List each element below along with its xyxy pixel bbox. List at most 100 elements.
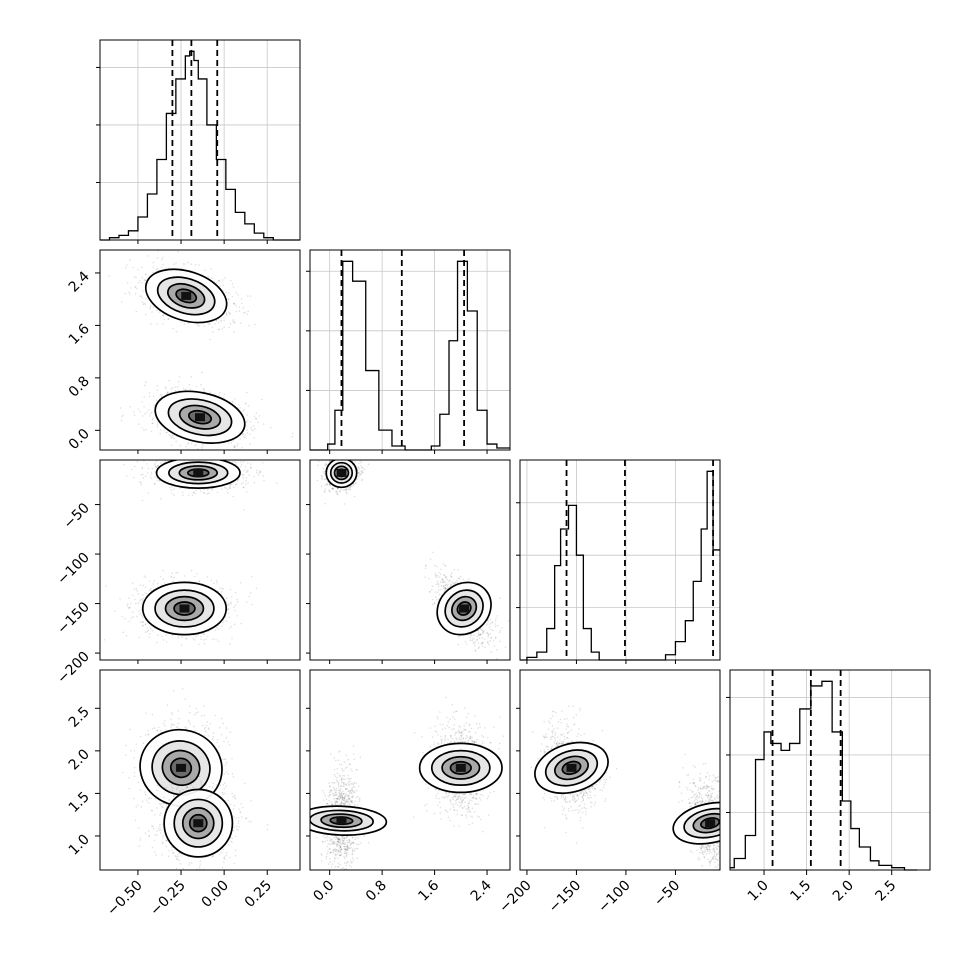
scatter-point bbox=[225, 314, 228, 317]
scatter-point bbox=[449, 583, 452, 585]
scatter-point bbox=[156, 421, 159, 424]
scatter-point bbox=[139, 481, 141, 483]
scatter-point bbox=[244, 465, 247, 468]
scatter-point bbox=[147, 492, 150, 494]
scatter-point bbox=[246, 313, 249, 316]
scatter-point bbox=[244, 434, 247, 436]
scatter-point bbox=[239, 407, 241, 409]
scatter-point bbox=[128, 606, 130, 609]
histogram-panel-p2 bbox=[516, 459, 721, 661]
scatter-point bbox=[207, 630, 210, 633]
scatter-point bbox=[192, 491, 195, 494]
scatter-point bbox=[207, 635, 209, 638]
scatter-point bbox=[194, 492, 196, 495]
scatter-point bbox=[223, 393, 225, 396]
scatter-point bbox=[187, 322, 190, 325]
scatter-point bbox=[155, 268, 157, 271]
scatter-point bbox=[259, 471, 262, 473]
scatter-point bbox=[144, 623, 147, 625]
scatter-point bbox=[205, 638, 207, 640]
scatter-point bbox=[141, 401, 143, 403]
joint-contents bbox=[103, 452, 278, 647]
scatter-point bbox=[140, 483, 143, 486]
scatter-point bbox=[317, 460, 320, 463]
scatter-point bbox=[325, 464, 328, 466]
scatter-point bbox=[156, 267, 159, 270]
scatter-point bbox=[195, 451, 197, 453]
scatter-point bbox=[257, 421, 259, 424]
scatter-point bbox=[211, 487, 214, 490]
scatter-point bbox=[240, 297, 243, 300]
scatter-point bbox=[170, 575, 172, 578]
scatter-point bbox=[354, 483, 357, 485]
scatter-point bbox=[184, 389, 187, 391]
scatter-point bbox=[340, 457, 342, 459]
scatter-point bbox=[245, 490, 248, 493]
scatter-point bbox=[207, 275, 210, 278]
scatter-point bbox=[191, 494, 194, 497]
scatter-point bbox=[494, 636, 497, 638]
scatter-point bbox=[232, 486, 235, 489]
scatter-point bbox=[124, 617, 126, 620]
scatter-point bbox=[491, 622, 494, 624]
scatter-point bbox=[205, 455, 207, 457]
scatter-point bbox=[476, 635, 479, 638]
scatter-point bbox=[236, 479, 239, 482]
scatter-point bbox=[226, 492, 229, 494]
scatter-point bbox=[233, 398, 236, 400]
scatter-point bbox=[211, 326, 214, 329]
scatter-point bbox=[481, 645, 484, 648]
scatter-point bbox=[139, 295, 141, 297]
scatter-point bbox=[151, 630, 154, 632]
scatter-point bbox=[234, 591, 237, 594]
density-peak bbox=[336, 468, 347, 477]
scatter-point bbox=[162, 458, 164, 460]
scatter-point bbox=[478, 634, 480, 636]
scatter-point bbox=[170, 576, 173, 579]
scatter-point bbox=[243, 408, 245, 411]
scatter-point bbox=[247, 405, 250, 407]
scatter-point bbox=[227, 603, 230, 605]
scatter-point bbox=[159, 433, 161, 435]
scatter-point bbox=[136, 590, 139, 592]
scatter-point bbox=[446, 578, 449, 581]
scatter-point bbox=[154, 476, 156, 479]
scatter-point bbox=[197, 634, 199, 636]
scatter-point bbox=[241, 463, 243, 466]
scatter-point bbox=[213, 458, 215, 460]
scatter-point bbox=[219, 392, 221, 394]
scatter-point bbox=[232, 320, 234, 323]
scatter-point bbox=[481, 642, 484, 644]
scatter-point bbox=[345, 492, 348, 495]
scatter-point bbox=[457, 577, 460, 580]
scatter-point bbox=[144, 413, 146, 415]
scatter-point bbox=[489, 623, 491, 625]
scatter-point bbox=[352, 483, 355, 485]
scatter-point bbox=[183, 263, 186, 265]
scatter-point bbox=[361, 469, 364, 472]
scatter-point bbox=[158, 479, 161, 482]
scatter-point bbox=[206, 452, 208, 454]
scatter-point bbox=[442, 579, 444, 581]
scatter-point bbox=[338, 457, 340, 459]
scatter-point bbox=[229, 643, 231, 645]
scatter-point bbox=[156, 425, 159, 428]
scatter-point bbox=[171, 572, 174, 574]
scatter-point bbox=[354, 458, 356, 460]
scatter-point bbox=[462, 578, 465, 581]
scatter-point bbox=[173, 576, 175, 579]
scatter-point bbox=[157, 634, 159, 636]
scatter-point bbox=[249, 463, 252, 465]
scatter-point bbox=[438, 593, 441, 596]
scatter-point bbox=[342, 453, 344, 455]
scatter-point bbox=[153, 580, 155, 582]
scatter-point bbox=[193, 639, 196, 641]
scatter-point bbox=[234, 604, 237, 607]
scatter-point bbox=[158, 480, 161, 482]
scatter-point bbox=[149, 587, 152, 590]
scatter-point bbox=[328, 489, 330, 491]
scatter-point bbox=[156, 423, 159, 426]
scatter-point bbox=[154, 470, 156, 473]
scatter-point bbox=[136, 461, 139, 463]
scatter-point bbox=[161, 257, 164, 259]
